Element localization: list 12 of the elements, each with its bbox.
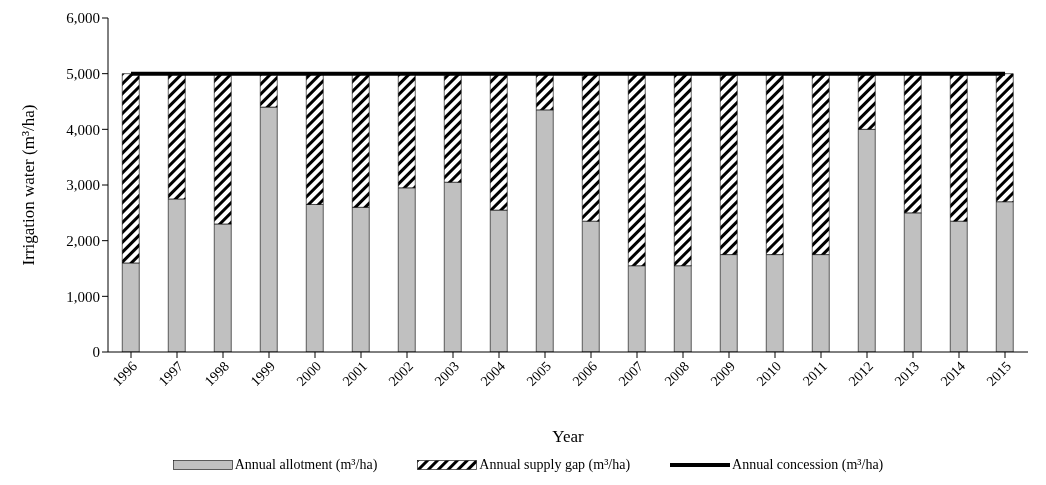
y-tick-label: 6,000 xyxy=(66,10,100,27)
y-tick-label: 0 xyxy=(92,344,100,361)
y-axis-title: Irrigation water (m³/ha) xyxy=(19,104,39,266)
y-tick-label: 4,000 xyxy=(66,121,100,138)
y-tick-label: 2,000 xyxy=(66,232,100,249)
legend-label: Annual concession (m³/ha) xyxy=(732,457,884,473)
y-tick-label: 1,000 xyxy=(66,288,100,305)
x-axis-title: Year xyxy=(552,427,584,446)
y-tick-label: 3,000 xyxy=(66,177,100,194)
legend-label: Annual allotment (m³/ha) xyxy=(234,457,378,473)
legend-label: Annual supply gap (m³/ha) xyxy=(479,457,631,473)
y-tick-label: 5,000 xyxy=(66,65,100,82)
